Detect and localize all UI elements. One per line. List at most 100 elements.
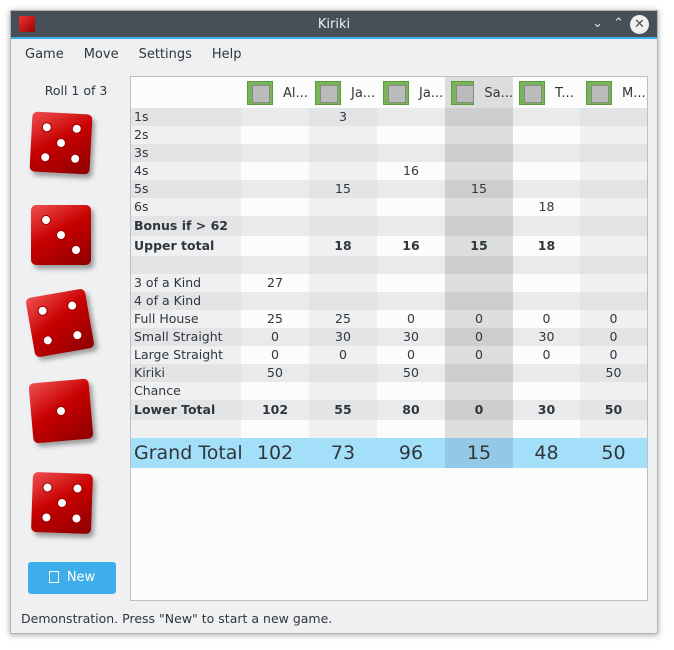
score-cell[interactable]: 30 — [309, 328, 377, 346]
score-cell[interactable] — [445, 144, 513, 162]
score-cell[interactable]: 18 — [513, 236, 580, 256]
score-cell[interactable] — [580, 236, 647, 256]
score-cell[interactable] — [513, 162, 580, 180]
score-cell[interactable]: 3 — [309, 108, 377, 126]
score-cell[interactable]: 30 — [513, 400, 580, 420]
score-cell[interactable] — [445, 108, 513, 126]
player-header[interactable]: M... — [580, 77, 647, 109]
score-cell[interactable] — [580, 162, 647, 180]
score-cell[interactable] — [580, 382, 647, 400]
score-cell[interactable] — [513, 274, 580, 292]
score-cell[interactable] — [513, 364, 580, 382]
score-cell[interactable]: 0 — [241, 346, 309, 364]
score-cell[interactable] — [377, 126, 445, 144]
score-cell[interactable] — [580, 420, 647, 438]
score-cell[interactable]: 0 — [445, 310, 513, 328]
menu-game[interactable]: Game — [25, 47, 64, 62]
score-cell[interactable] — [513, 180, 580, 198]
score-cell[interactable] — [241, 420, 309, 438]
score-cell[interactable]: 0 — [445, 328, 513, 346]
menu-help[interactable]: Help — [211, 47, 242, 62]
score-cell[interactable]: 15 — [445, 236, 513, 256]
score-cell[interactable] — [377, 256, 445, 274]
score-cell[interactable] — [445, 256, 513, 274]
score-cell[interactable] — [580, 108, 647, 126]
score-cell[interactable]: 0 — [513, 346, 580, 364]
score-cell[interactable]: 15 — [309, 180, 377, 198]
score-cell[interactable]: 80 — [377, 400, 445, 420]
score-cell[interactable] — [580, 274, 647, 292]
score-cell[interactable]: 25 — [241, 310, 309, 328]
score-cell[interactable] — [377, 180, 445, 198]
score-cell[interactable]: 25 — [309, 310, 377, 328]
score-cell[interactable]: 55 — [309, 400, 377, 420]
die[interactable] — [31, 205, 91, 265]
score-cell[interactable]: 0 — [309, 346, 377, 364]
score-cell[interactable] — [241, 126, 309, 144]
score-cell[interactable]: 30 — [377, 328, 445, 346]
score-cell[interactable] — [377, 274, 445, 292]
player-header[interactable]: Ja... — [377, 77, 445, 109]
score-cell[interactable] — [445, 292, 513, 310]
player-header[interactable]: Sa... — [445, 77, 513, 109]
score-cell[interactable] — [377, 144, 445, 162]
score-cell[interactable] — [580, 180, 647, 198]
score-cell[interactable]: 0 — [445, 400, 513, 420]
score-cell[interactable] — [513, 144, 580, 162]
score-cell[interactable] — [309, 162, 377, 180]
score-cell[interactable] — [377, 108, 445, 126]
maximize-icon[interactable]: ⌃ — [613, 16, 624, 31]
score-cell[interactable] — [513, 216, 580, 236]
score-cell[interactable] — [241, 292, 309, 310]
score-cell[interactable] — [513, 256, 580, 274]
score-cell[interactable]: 0 — [445, 346, 513, 364]
score-cell[interactable] — [309, 216, 377, 236]
score-cell[interactable] — [445, 198, 513, 216]
score-cell[interactable] — [377, 292, 445, 310]
score-cell[interactable] — [309, 126, 377, 144]
score-cell[interactable] — [445, 216, 513, 236]
score-cell[interactable] — [377, 382, 445, 400]
score-cell[interactable] — [377, 216, 445, 236]
score-cell[interactable] — [580, 126, 647, 144]
score-cell[interactable] — [241, 144, 309, 162]
score-cell[interactable] — [309, 292, 377, 310]
score-cell[interactable] — [580, 256, 647, 274]
die[interactable] — [25, 288, 95, 358]
score-cell[interactable] — [241, 198, 309, 216]
score-cell[interactable]: 0 — [241, 328, 309, 346]
die[interactable] — [28, 378, 94, 444]
score-cell[interactable] — [241, 236, 309, 256]
score-cell[interactable] — [445, 364, 513, 382]
score-cell[interactable] — [309, 274, 377, 292]
score-cell[interactable] — [309, 364, 377, 382]
score-cell[interactable] — [377, 198, 445, 216]
die[interactable] — [29, 111, 93, 175]
score-cell[interactable] — [241, 256, 309, 274]
score-cell[interactable]: 16 — [377, 162, 445, 180]
score-cell[interactable] — [241, 216, 309, 236]
score-cell[interactable]: 0 — [580, 346, 647, 364]
score-cell[interactable]: 27 — [241, 274, 309, 292]
score-cell[interactable] — [445, 162, 513, 180]
score-cell[interactable]: 0 — [377, 346, 445, 364]
player-header[interactable]: Ja... — [309, 77, 377, 109]
score-cell[interactable] — [241, 180, 309, 198]
score-cell[interactable] — [580, 292, 647, 310]
score-cell[interactable]: 0 — [513, 310, 580, 328]
score-cell[interactable]: 18 — [513, 198, 580, 216]
new-game-button[interactable]: New — [28, 562, 116, 594]
score-cell[interactable]: 102 — [241, 400, 309, 420]
player-header[interactable]: T... — [513, 77, 580, 109]
score-cell[interactable] — [309, 382, 377, 400]
score-cell[interactable]: 50 — [580, 364, 647, 382]
score-cell[interactable] — [513, 292, 580, 310]
minimize-icon[interactable]: ⌄ — [592, 16, 603, 31]
score-cell[interactable] — [309, 144, 377, 162]
score-cell[interactable] — [309, 420, 377, 438]
score-cell[interactable]: 30 — [513, 328, 580, 346]
score-cell[interactable]: 50 — [580, 400, 647, 420]
score-cell[interactable] — [445, 274, 513, 292]
score-cell[interactable] — [445, 382, 513, 400]
menu-settings[interactable]: Settings — [138, 47, 192, 62]
